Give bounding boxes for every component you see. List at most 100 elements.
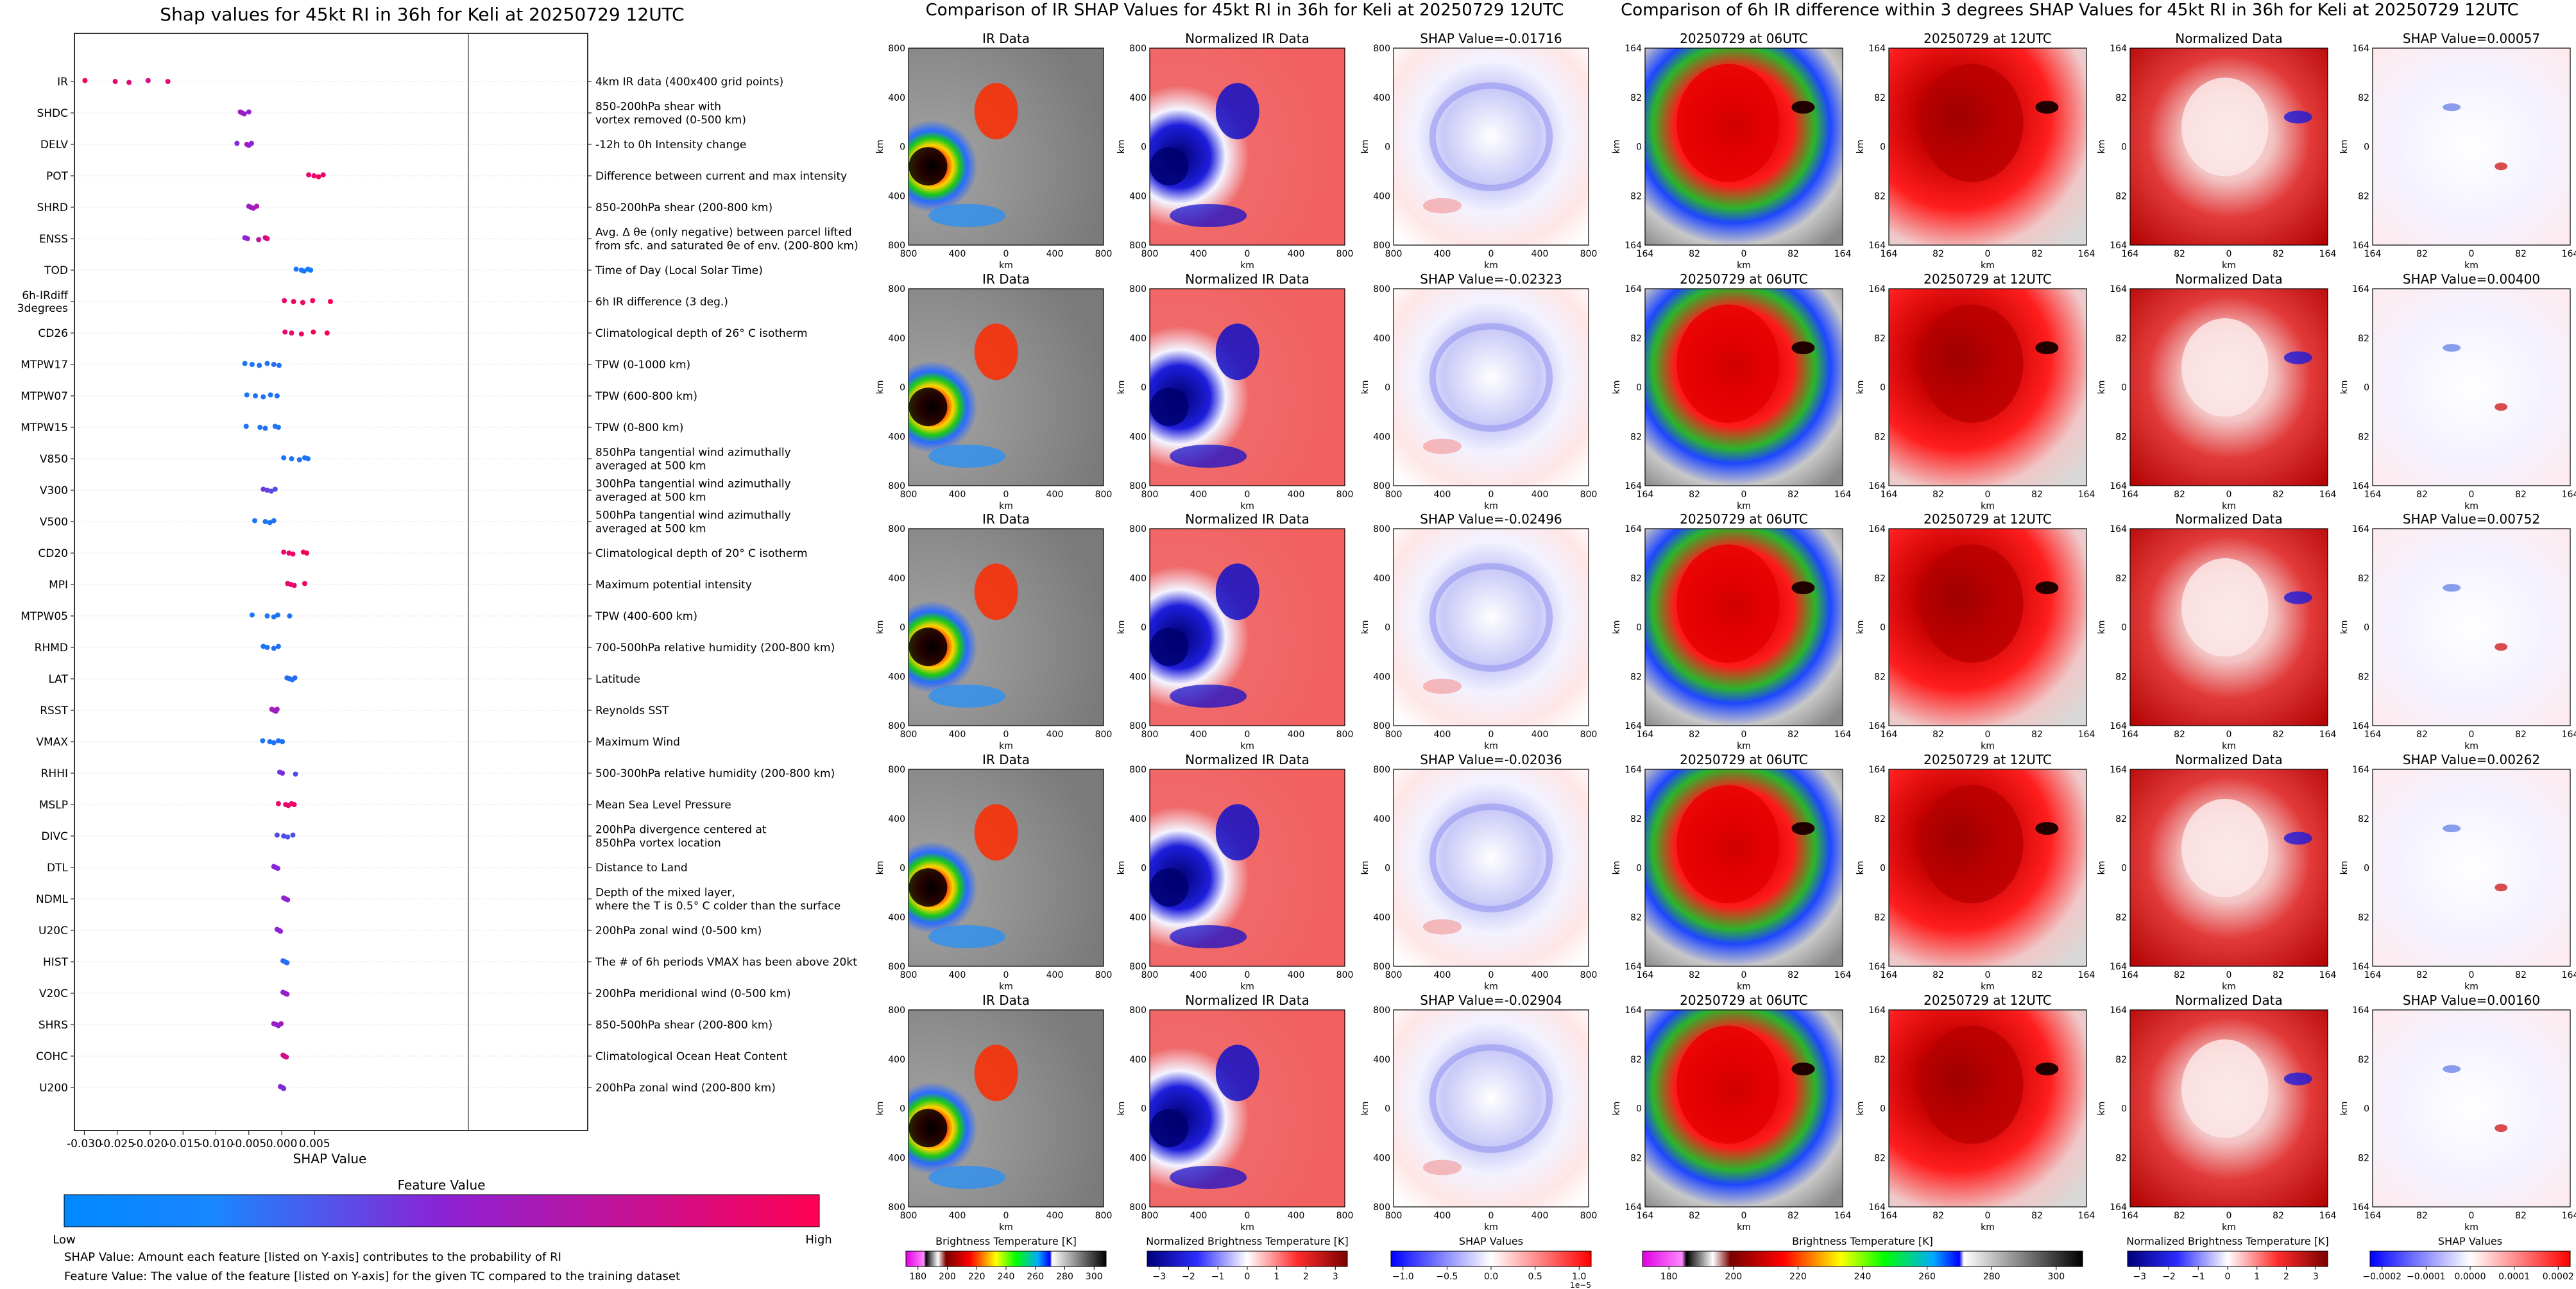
panel-title: SHAP Value=0.00400 [2403,271,2540,287]
shap-point [289,456,294,461]
colorbar-tick-label: 0 [2225,1272,2231,1282]
map-y-tick-label: 800 [1373,1005,1390,1016]
map-y-tick-label: 164 [1625,962,1642,972]
svg-text:Maximum Wind: Maximum Wind [595,736,680,749]
map-y-tick-label: 0 [2121,1104,2127,1114]
map-y-tick-label: 82 [1630,912,1642,923]
cloud-band [1170,444,1247,468]
feature-description: 6h IR difference (3 deg.) [595,296,728,309]
map-y-tick-label: 800 [1373,765,1390,775]
feature-label: COHC [36,1050,68,1063]
irdiff-shap-comparison: Comparison of 6h IR difference within 3 … [1612,1,2576,1233]
map-y-tick-label: 400 [1129,1055,1147,1065]
map-y-tick-label: 800 [1373,1202,1390,1213]
panel-title: SHAP Value=-0.02036 [1420,752,1562,767]
map-x-tick-label: 82 [2416,1211,2428,1221]
map-y-axis-label: km [1612,1102,1622,1116]
map-y-tick-label: 0 [1880,142,1886,153]
shap-point [268,392,273,398]
map-y-tick-label: 0 [900,1104,905,1114]
map-y-tick-label: 0 [1141,623,1147,633]
map-y-tick-label: 82 [1630,672,1642,682]
map-x-tick-label: 82 [1689,730,1700,740]
map-y-tick-label: 0 [2121,864,2127,874]
colorbar-label: Brightness Temperature [K] [1792,1235,1933,1247]
map-y-tick-label: 400 [1373,432,1390,442]
svg-text:200hPa meridional wind (0-500: 200hPa meridional wind (0-500 km) [595,987,791,1000]
map-x-tick-label: 164 [2122,730,2139,740]
cloud-cluster [1215,1045,1259,1102]
map-y-tick-label: 82 [1630,191,1642,201]
map-y-tick-label: 400 [888,1055,905,1065]
ir-image [908,288,1104,486]
feature-description: 850hPa tangential wind azimuthallyaverag… [595,447,791,473]
shap-panel: SHAP Value=-0.02904800800400400004004008… [1360,993,1597,1233]
shap-point [272,486,278,492]
map-x-axis-label: km [2464,1222,2478,1233]
feature-description: Avg. Δ θe (only negative) between parcel… [595,226,858,253]
panel-title: Normalized Data [2175,511,2283,527]
normalized-center [2181,558,2269,657]
map-x-axis-label: km [1484,260,1498,271]
colorbar-tick-label: 260 [1027,1272,1044,1282]
shap-point [284,1054,289,1060]
map-y-tick-label: 800 [888,721,905,731]
map-x-tick-label: 0 [1488,730,1494,740]
map-y-tick-label: 400 [1373,191,1390,201]
x-tick-label: 0.005 [299,1138,330,1150]
panel-title: SHAP Value=-0.02323 [1420,271,1562,287]
map-x-tick-label: 400 [1434,970,1451,980]
shap-ring [1429,803,1553,912]
map-y-axis-label: km [1116,861,1127,875]
storm-core [908,147,948,186]
shap-point [234,141,240,146]
svg-text:vortex removed (0-500 km): vortex removed (0-500 km) [595,114,746,127]
diff12-panel: 20250729 at 12UTC1641648282008282164164k… [1855,511,2095,751]
svg-text:V850: V850 [40,453,68,466]
cloud-cluster [974,83,1018,140]
map-y-tick-label: 164 [2110,721,2127,731]
map-y-tick-label: 164 [2352,962,2369,972]
map-x-tick-label: 0 [2226,730,2232,740]
shap-point [264,236,270,241]
shap-point [302,581,307,586]
map-y-tick-label: 0 [1141,142,1147,153]
shap-ring [1429,323,1553,432]
map-x-axis-label: km [999,1222,1013,1233]
convective-cell [1791,101,1815,114]
map-y-tick-label: 82 [2358,93,2369,103]
shapdiff-image [2372,47,2571,246]
cloud-band [1170,203,1247,227]
svg-text:averaged at 500 km: averaged at 500 km [595,460,706,473]
svg-text:Climatological depth of 26° C: Climatological depth of 26° C isotherm [595,327,808,340]
map-y-tick-label: 800 [1129,1005,1147,1016]
shap-ring [1429,563,1553,672]
svg-text:VMAX: VMAX [36,736,68,749]
map-x-tick-label: 82 [1932,249,1944,259]
storm-core [1150,147,1189,186]
map-x-tick-label: 0 [1245,249,1250,259]
map-x-axis-label: km [2464,982,2478,992]
map-y-tick-label: 400 [1129,672,1147,682]
colorbar-tick-label: 0.5 [1528,1272,1542,1282]
svg-text:MTPW05: MTPW05 [21,610,68,623]
map-y-tick-label: 0 [2364,383,2369,393]
map-x-tick-label: 164 [2562,249,2576,259]
map-x-tick-label: 164 [1637,249,1654,259]
colorbar-tick-label: 0.0002 [2543,1272,2574,1282]
map-x-tick-label: 400 [1046,730,1064,740]
beeswarm-title: Shap values for 45kt RI in 36h for Keli … [160,4,684,25]
map-y-tick-label: 400 [1373,672,1390,682]
map-y-tick-label: 800 [1129,284,1147,295]
map-x-tick-label: 0 [2226,249,2232,259]
shap-point [275,738,281,744]
shap-point [271,645,277,651]
map-y-tick-label: 82 [2358,334,2369,344]
colorbar-tick-label: −1.0 [1392,1272,1414,1282]
map-x-tick-label: 800 [1385,730,1403,740]
shap-point [252,518,258,524]
shap-panel: SHAP Value=-0.02323800800400400004004008… [1360,271,1597,511]
map-x-tick-label: 800 [1580,490,1598,500]
map-x-tick-label: 82 [2174,249,2185,259]
